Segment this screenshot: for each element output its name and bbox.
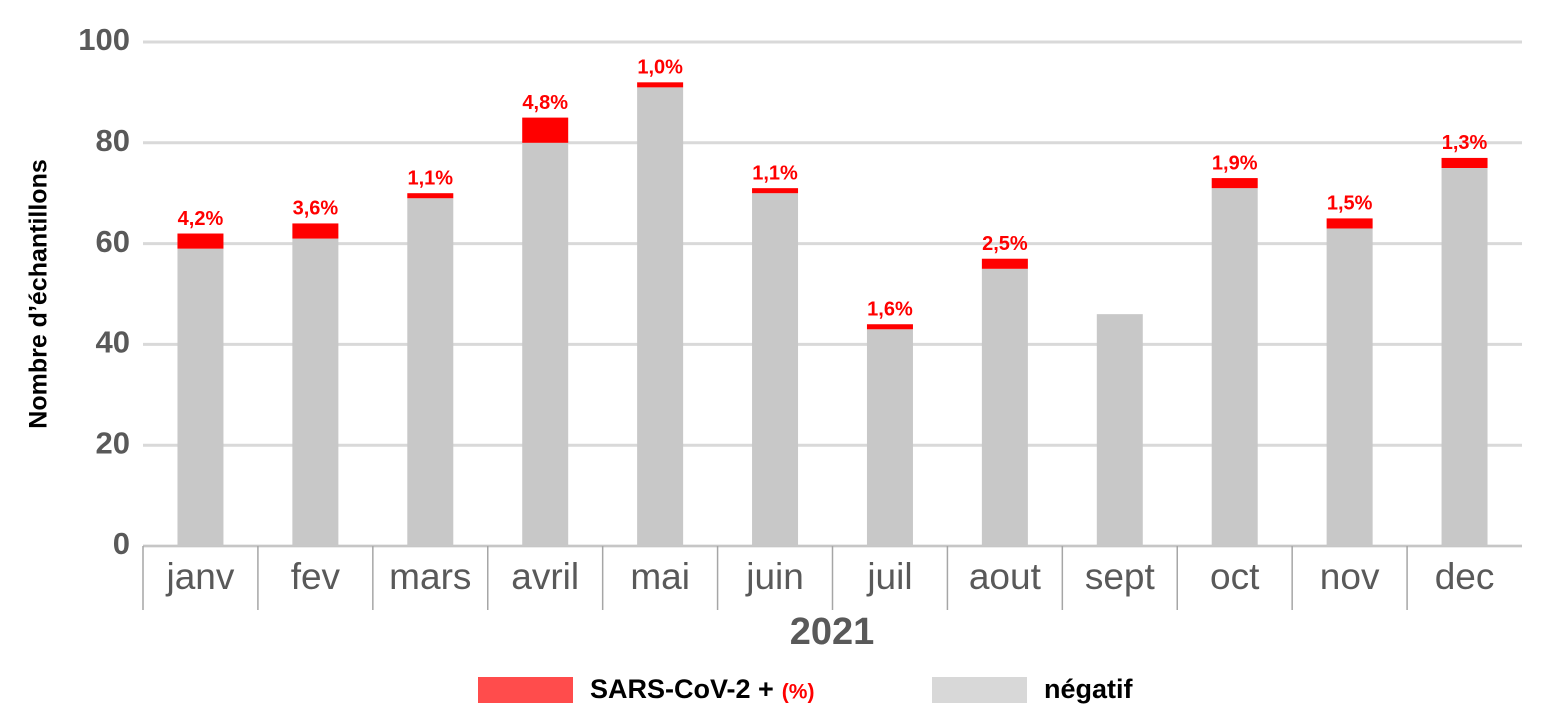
y-tick-label: 0 xyxy=(113,526,130,561)
data-label: 1,6% xyxy=(867,299,913,321)
x-tick-label: juin xyxy=(745,556,804,597)
x-tick-label: oct xyxy=(1210,556,1260,597)
x-tick-label: juil xyxy=(866,556,912,597)
y-tick-label: 40 xyxy=(96,325,130,360)
legend-label: négatif xyxy=(1044,674,1134,704)
bar-segment xyxy=(407,193,454,199)
data-label: 1,1% xyxy=(407,167,453,189)
x-tick-label: aout xyxy=(969,556,1042,597)
bar-segment xyxy=(177,248,224,546)
bar-segment xyxy=(752,193,799,546)
bar-segment xyxy=(1441,157,1488,168)
y-axis-label: Nombre d’échantillons xyxy=(25,159,53,428)
legend-note: (%) xyxy=(782,681,815,704)
x-tick-label: sept xyxy=(1085,556,1156,597)
bar-segment xyxy=(866,329,913,546)
bar-segment xyxy=(292,238,339,546)
data-label: 2,5% xyxy=(982,233,1028,255)
y-tick-label: 20 xyxy=(96,425,130,460)
y-tick-label: 60 xyxy=(96,224,130,259)
x-tick-label: fev xyxy=(291,556,341,597)
bar-segment xyxy=(866,324,913,330)
x-tick-label: mai xyxy=(630,556,690,597)
bar-segment xyxy=(981,268,1028,546)
bar-segment xyxy=(1326,228,1373,547)
x-tick-label: nov xyxy=(1320,556,1380,597)
bar-segment xyxy=(637,87,684,547)
bar-segment xyxy=(1211,178,1258,189)
x-tick-label: mars xyxy=(389,556,471,597)
bar-segment xyxy=(177,233,224,249)
y-tick-label: 80 xyxy=(96,123,130,158)
data-label: 1,5% xyxy=(1327,193,1373,215)
data-label: 4,8% xyxy=(522,92,568,114)
legend-swatch xyxy=(932,677,1027,703)
bar-segment xyxy=(407,198,454,547)
bar-segment xyxy=(637,82,684,88)
data-label: 1,9% xyxy=(1212,152,1258,174)
data-label: 4,2% xyxy=(178,208,224,230)
bar-segment xyxy=(522,117,569,143)
bar-segment xyxy=(752,188,799,194)
bar-segment xyxy=(1326,218,1373,229)
x-tick-label: janv xyxy=(166,556,235,597)
data-label: 1,1% xyxy=(752,162,798,184)
data-label: 3,6% xyxy=(293,198,339,220)
bar-segment xyxy=(1096,314,1143,546)
bar-segment xyxy=(1441,168,1488,546)
legend-swatch xyxy=(478,677,573,703)
bar-segment xyxy=(522,142,569,547)
x-tick-label: dec xyxy=(1435,556,1495,597)
x-tick-label: avril xyxy=(511,556,579,597)
x-axis-label: 2021 xyxy=(790,611,875,653)
bar-segment xyxy=(292,223,339,239)
data-label: 1,0% xyxy=(637,57,683,79)
legend-label: SARS-CoV-2 + xyxy=(590,674,774,704)
bar-segment xyxy=(981,258,1028,269)
y-tick-label: 100 xyxy=(78,22,130,57)
data-label: 1,3% xyxy=(1442,132,1488,154)
bar-segment xyxy=(1211,188,1258,546)
